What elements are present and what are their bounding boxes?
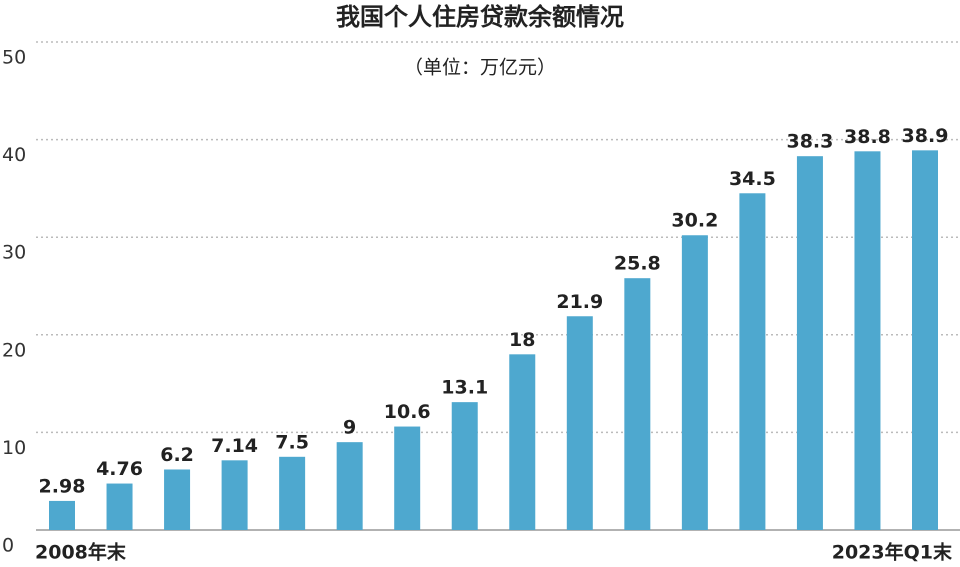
x-tick-label: 2023年Q1末 [832,541,953,564]
value-label: 2.98 [39,475,86,497]
chart-title: 我国个人住房贷款余额情况 [336,3,624,31]
bar [279,456,306,530]
y-tick-label: 20 [2,339,26,361]
value-label: 30.2 [671,210,718,232]
bar [681,235,708,531]
y-tick-label: 30 [2,242,26,264]
bar [566,316,593,530]
value-label: 34.5 [729,168,776,190]
bar [912,150,938,530]
bar [394,426,421,530]
value-label: 25.8 [614,253,661,275]
value-label: 38.9 [902,125,949,147]
chart-subtitle: （单位：万亿元） [404,57,556,79]
bar [451,402,478,530]
value-label: 6.2 [160,444,194,466]
bar [164,469,191,530]
value-label: 38.3 [786,131,833,153]
bar [106,483,133,530]
y-tick-label: 50 [2,47,26,69]
bar [796,156,823,530]
bar [336,442,363,530]
x-tick-label: 2008年末 [35,541,127,564]
value-label: 21.9 [556,291,603,313]
bar [221,460,248,530]
y-tick-label: 40 [2,144,26,166]
value-label: 9 [343,417,356,439]
value-label: 18 [509,329,535,351]
value-label: 7.5 [275,431,309,453]
value-label: 7.14 [211,435,258,457]
value-label: 10.6 [384,401,431,423]
value-label: 38.8 [844,126,891,148]
value-label: 4.76 [96,458,143,480]
bar [509,354,536,530]
y-tick-label: 0 [2,535,14,557]
value-label: 13.1 [441,377,488,399]
bar [49,500,75,530]
bar [624,278,651,530]
bar [739,193,766,530]
y-tick-label: 10 [2,437,26,459]
bar [854,151,881,530]
